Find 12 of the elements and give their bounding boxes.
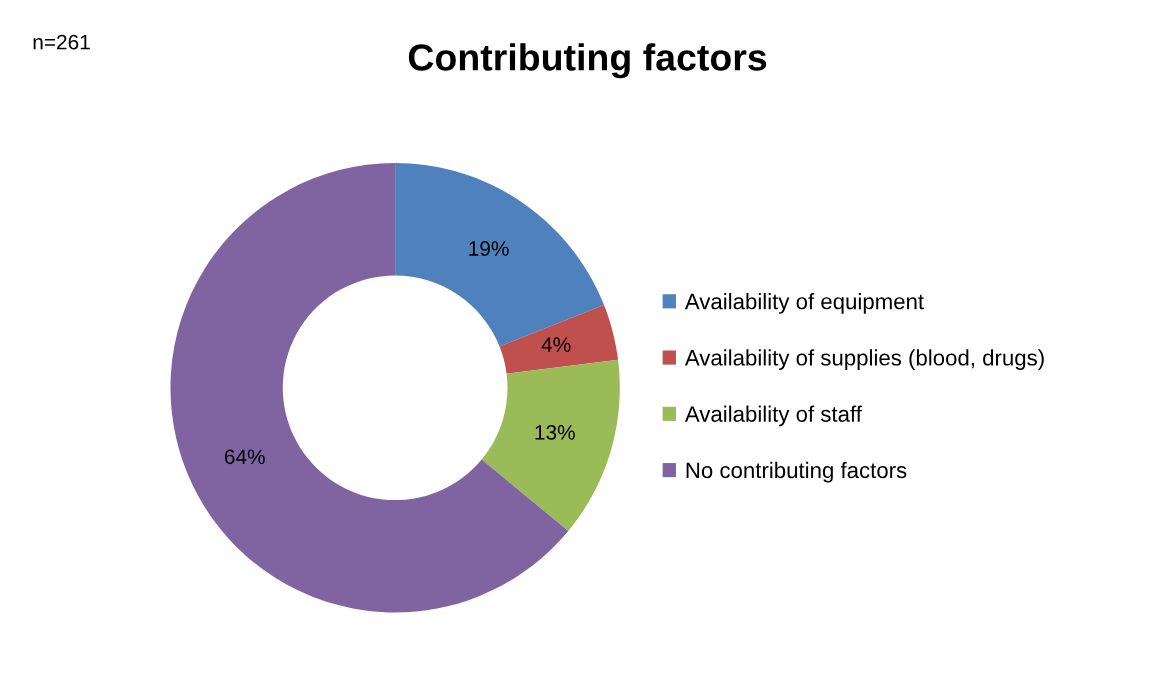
data-label: 4% [541,337,571,352]
donut-slice [499,305,619,374]
legend-label: Availability of equipment [684,293,924,314]
donut-slice [481,359,620,531]
text: n=261 [33,34,90,50]
legend-label: No contributing factors [686,461,907,483]
data-label: 13% [535,425,575,440]
data-label: 19% [469,241,509,256]
chart-title: Contributing factors [408,43,767,79]
legend-label: Availability of staff [684,405,862,427]
data-label: 64% [224,449,265,465]
legend-label: Availability of supplies (blood, drugs) [684,349,1044,371]
